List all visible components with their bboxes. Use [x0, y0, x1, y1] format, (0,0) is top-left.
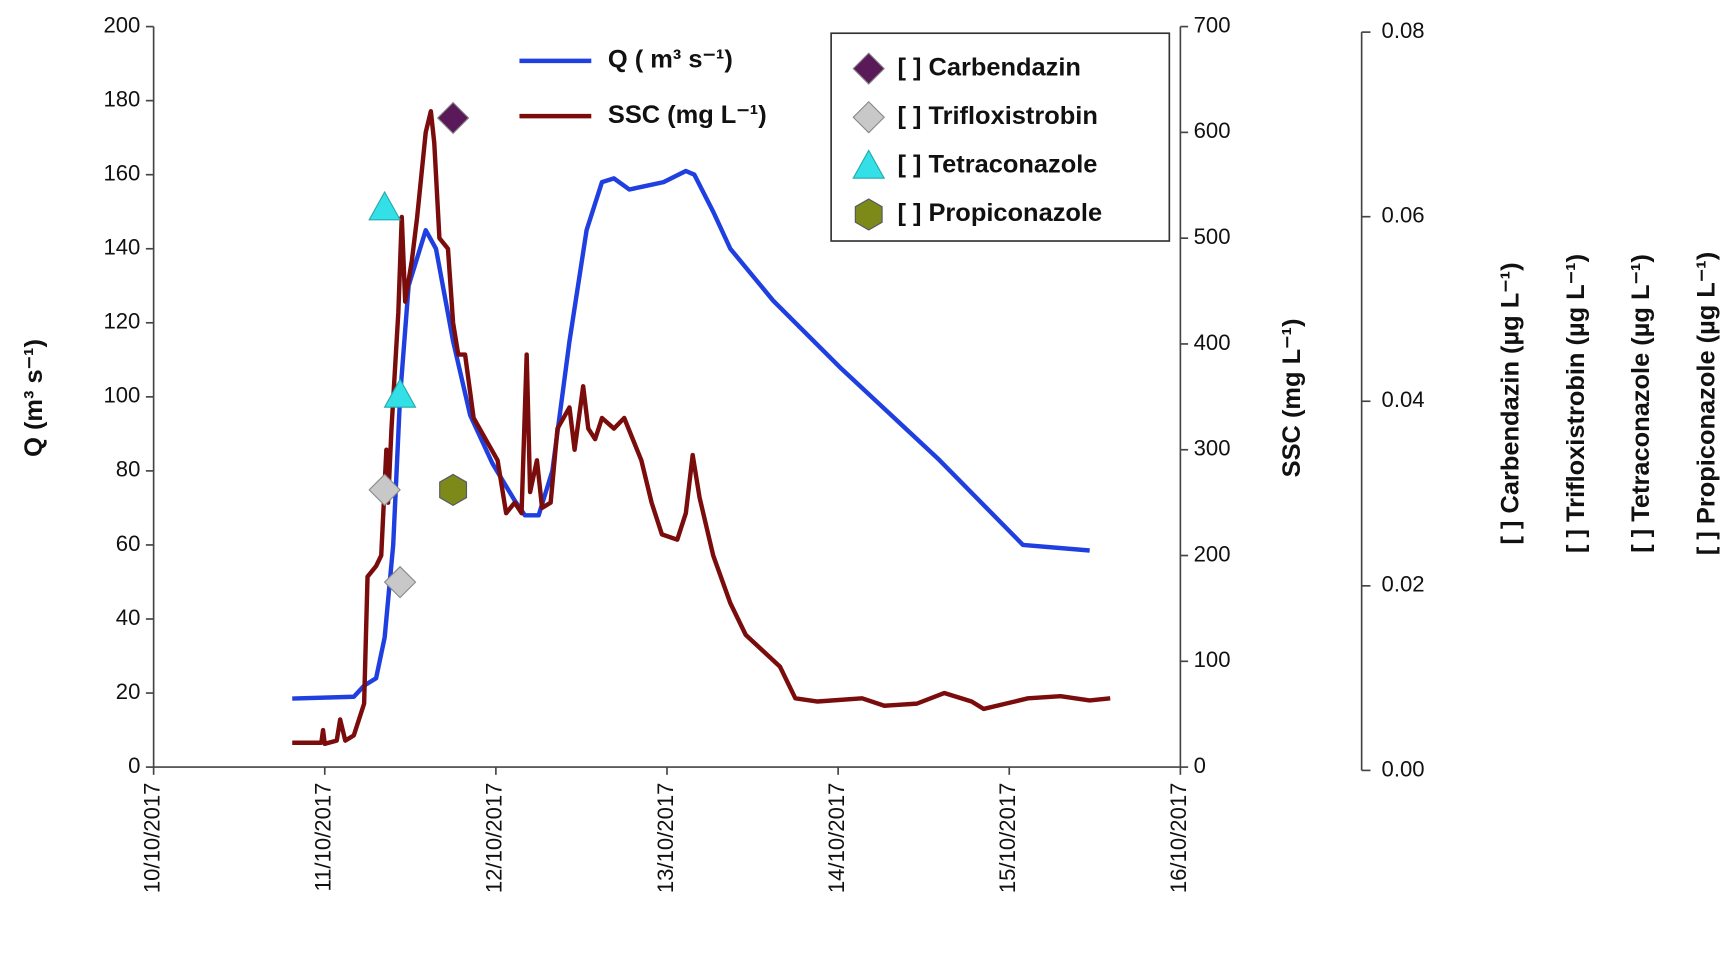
legend-label: SSC (mg L⁻¹) — [608, 101, 767, 129]
y-tick-label: 40 — [116, 605, 141, 630]
y-tick-label: 120 — [103, 309, 140, 334]
y3-tick-label: 0.00 — [1382, 756, 1425, 781]
data-marker — [436, 101, 470, 135]
legend-marker — [852, 52, 885, 85]
y2-tick-label: 300 — [1194, 436, 1231, 461]
y2-axis-title: SSC (mg L⁻¹) — [1278, 319, 1306, 478]
y-tick-label: 200 — [103, 12, 140, 37]
y-tick-label: 20 — [116, 679, 141, 704]
legend-label: [ ] Tetraconazole — [897, 151, 1097, 179]
legend-label: Q ( m³ s⁻¹) — [608, 46, 733, 74]
y2-tick-label: 700 — [1194, 12, 1231, 37]
y-axis-title: Q (m³ s⁻¹) — [20, 339, 48, 457]
y2-tick-label: 200 — [1194, 541, 1231, 566]
data-marker — [368, 473, 401, 507]
marker-legend-box — [830, 32, 1171, 242]
legend-label: [ ] Trifloxistrobin — [897, 102, 1097, 130]
y3-tick-label: 0.02 — [1382, 572, 1425, 597]
y-tick-label: 180 — [103, 86, 140, 111]
y2-tick-label: 0 — [1194, 753, 1206, 778]
y-tick-label: 0 — [128, 753, 140, 778]
y3-axis-title: [ ] Propiconazole (µg L⁻¹) — [1692, 252, 1720, 555]
y3-tick-label: 0.08 — [1382, 18, 1425, 43]
y2-tick-label: 100 — [1194, 647, 1231, 672]
y-tick-label: 80 — [116, 457, 141, 482]
x-tick-label: 12/10/2017 — [482, 783, 507, 894]
x-tick-label: 10/10/2017 — [139, 783, 164, 894]
x-tick-label: 15/10/2017 — [995, 783, 1020, 894]
y-tick-label: 60 — [116, 531, 141, 556]
x-tick-label: 11/10/2017 — [311, 783, 336, 892]
data-marker — [383, 378, 417, 408]
y3-axis-title: [ ] Trifloxistrobin (µg L⁻¹) — [1562, 254, 1590, 553]
legend-label: [ ] Carbendazin — [897, 53, 1081, 81]
legend-label: [ ] Propiconazole — [897, 199, 1102, 227]
data-marker — [383, 565, 417, 599]
x-tick-label: 16/10/2017 — [1166, 783, 1191, 894]
y2-tick-label: 400 — [1194, 330, 1231, 355]
data-marker — [439, 473, 468, 506]
y3-axis-title: [ ] Tetraconazole (µg L⁻¹) — [1627, 254, 1655, 553]
x-tick-label: 14/10/2017 — [824, 783, 849, 894]
y3-tick-label: 0.04 — [1382, 387, 1425, 412]
y3-axis-title: [ ] Carbendazin (µg L⁻¹) — [1497, 262, 1525, 544]
y3-tick-label: 0.06 — [1382, 203, 1425, 228]
legend-marker — [854, 198, 883, 231]
y-tick-label: 160 — [103, 161, 140, 186]
y-tick-label: 100 — [103, 383, 140, 408]
data-marker — [368, 190, 402, 221]
x-tick-label: 13/10/2017 — [653, 783, 678, 894]
legend-marker — [852, 100, 885, 134]
y2-tick-label: 500 — [1194, 224, 1231, 249]
y-tick-label: 140 — [103, 235, 140, 260]
legend-marker — [852, 149, 886, 179]
y2-tick-label: 600 — [1194, 118, 1231, 143]
data-line — [292, 109, 1111, 747]
